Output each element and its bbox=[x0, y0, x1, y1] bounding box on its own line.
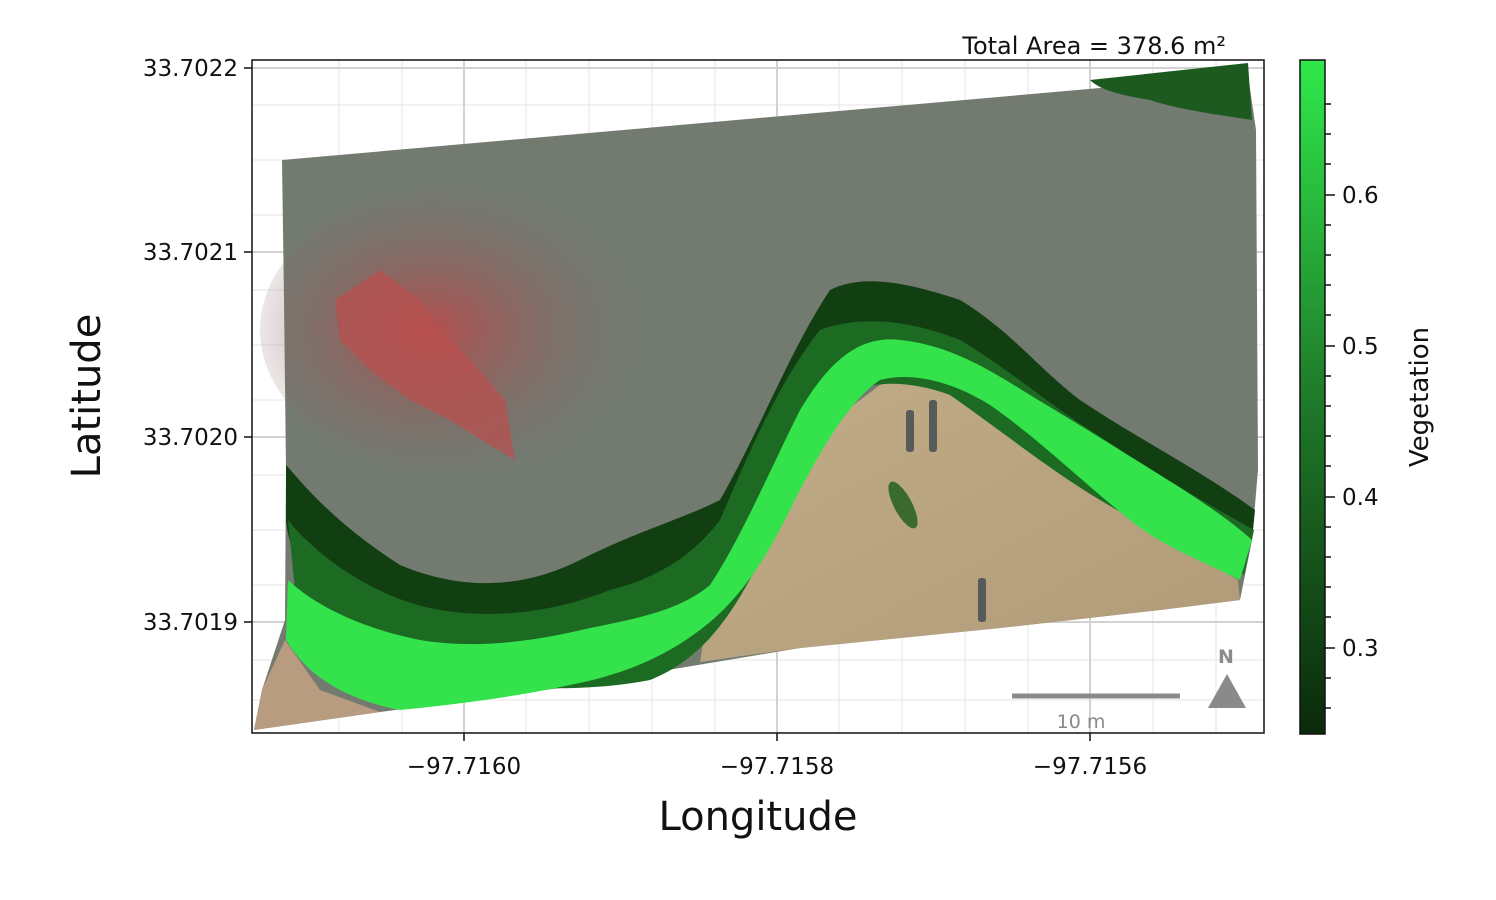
colorbar-title: Vegetation bbox=[1405, 327, 1435, 467]
vegetation-patch-top-right bbox=[1090, 63, 1252, 120]
people-on-beach bbox=[906, 400, 986, 622]
y-tick-marks bbox=[244, 67, 252, 623]
scale-bar-label: 10 m bbox=[1057, 711, 1106, 733]
north-label: N bbox=[1218, 646, 1234, 668]
colorbar-tick-label: 0.3 bbox=[1342, 636, 1379, 662]
raster-layer bbox=[254, 63, 1258, 730]
colorbar bbox=[1299, 59, 1326, 735]
y-tick-label: 33.7020 bbox=[143, 425, 238, 451]
land-area-west bbox=[254, 640, 380, 730]
y-tick-label: 33.7022 bbox=[143, 56, 238, 82]
x-tick-label: −97.7156 bbox=[1033, 754, 1147, 780]
colorbar-tick-label: 0.5 bbox=[1342, 334, 1379, 360]
y-axis-title: Latitude bbox=[64, 314, 110, 479]
red-plume bbox=[260, 190, 640, 470]
y-tick-label: 33.7021 bbox=[143, 240, 238, 266]
colorbar-tick-label: 0.4 bbox=[1342, 485, 1379, 511]
x-tick-marks bbox=[463, 733, 1091, 741]
red-plume-core bbox=[335, 270, 515, 460]
plot-frame bbox=[251, 59, 1265, 734]
colorbar-minor-ticks bbox=[1325, 103, 1331, 709]
y-tick-label: 33.7019 bbox=[143, 610, 238, 636]
x-tick-label: −97.7160 bbox=[407, 754, 521, 780]
north-arrow-icon bbox=[1208, 674, 1246, 708]
colorbar-major-ticks bbox=[1325, 194, 1335, 649]
x-axis-title: Longitude bbox=[659, 794, 858, 840]
land-area bbox=[700, 372, 1240, 662]
vegetation-band-bright bbox=[286, 339, 1252, 710]
x-tick-label: −97.7158 bbox=[720, 754, 834, 780]
kayak bbox=[888, 481, 918, 529]
total-area-label: Total Area = 378.6 m² bbox=[961, 32, 1226, 60]
colorbar-tick-label: 0.6 bbox=[1342, 183, 1379, 209]
